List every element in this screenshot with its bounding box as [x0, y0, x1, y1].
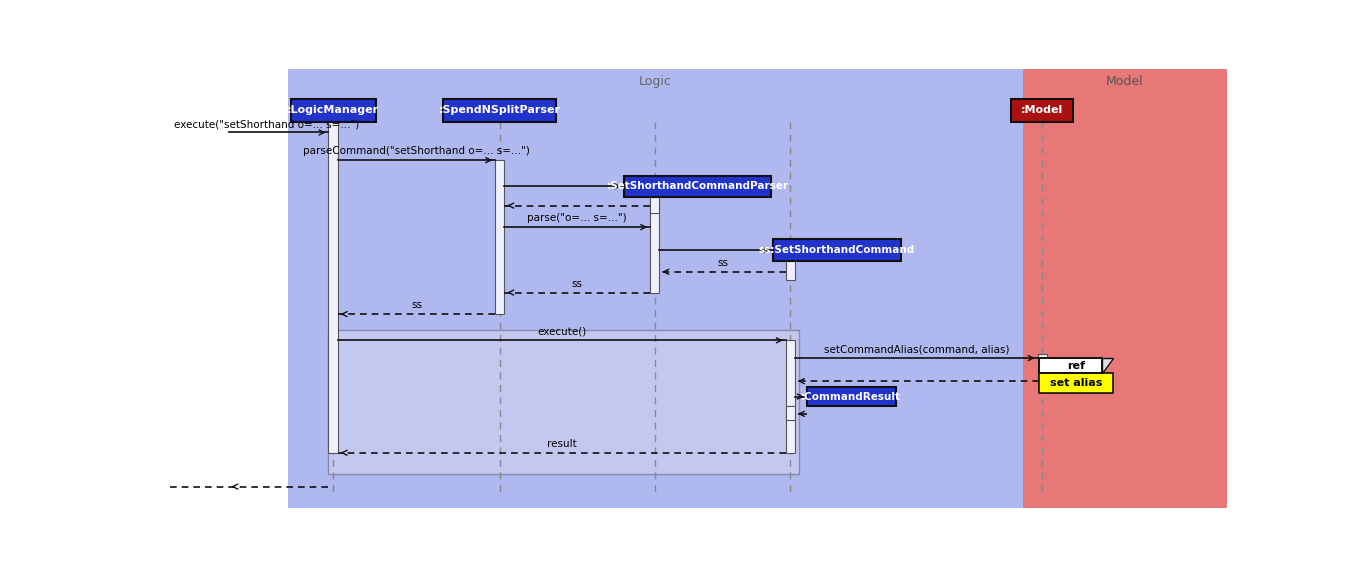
Bar: [785, 261, 795, 280]
Text: set alias: set alias: [1050, 378, 1103, 388]
Bar: [288, 69, 1022, 508]
Text: Logic: Logic: [639, 75, 672, 88]
Text: parseCommand("setShorthand o=... s=..."): parseCommand("setShorthand o=... s=..."): [303, 146, 530, 156]
Bar: [1039, 373, 1112, 393]
Bar: [328, 122, 338, 453]
Text: ref: ref: [1067, 361, 1085, 371]
Bar: [290, 99, 376, 122]
Bar: [1037, 354, 1047, 385]
Text: parse("o=... s=..."): parse("o=... s=..."): [527, 214, 627, 223]
Text: :SpendNSplitParser: :SpendNSplitParser: [439, 105, 560, 115]
Bar: [1022, 69, 1227, 508]
Bar: [1011, 99, 1073, 122]
Text: Model: Model: [1105, 75, 1144, 88]
Text: execute(): execute(): [537, 327, 586, 336]
Text: :CommandResult: :CommandResult: [801, 392, 901, 401]
Bar: [443, 99, 556, 122]
Text: ss:SetShorthandCommand: ss:SetShorthandCommand: [759, 245, 915, 255]
Bar: [328, 329, 799, 473]
Polygon shape: [1101, 358, 1112, 373]
Text: ss: ss: [717, 258, 728, 268]
Bar: [495, 160, 504, 314]
Text: ss: ss: [571, 279, 583, 289]
Bar: [785, 340, 795, 453]
Text: result: result: [547, 439, 577, 449]
Text: :LogicManager: :LogicManager: [288, 105, 379, 115]
Bar: [650, 197, 660, 212]
Bar: [650, 186, 660, 292]
Text: ss: ss: [410, 300, 423, 310]
Bar: [785, 406, 795, 420]
Bar: [807, 387, 895, 406]
Text: :Model: :Model: [1021, 105, 1063, 115]
Text: setCommandAlias(command, alias): setCommandAlias(command, alias): [823, 344, 1009, 354]
Text: execute("setShorthand o=... s=..."): execute("setShorthand o=... s=..."): [174, 119, 360, 130]
Bar: [1039, 358, 1101, 373]
Text: :SetShorthandCommandParser: :SetShorthandCommandParser: [607, 182, 788, 191]
Bar: [773, 239, 901, 261]
Bar: [624, 175, 771, 197]
